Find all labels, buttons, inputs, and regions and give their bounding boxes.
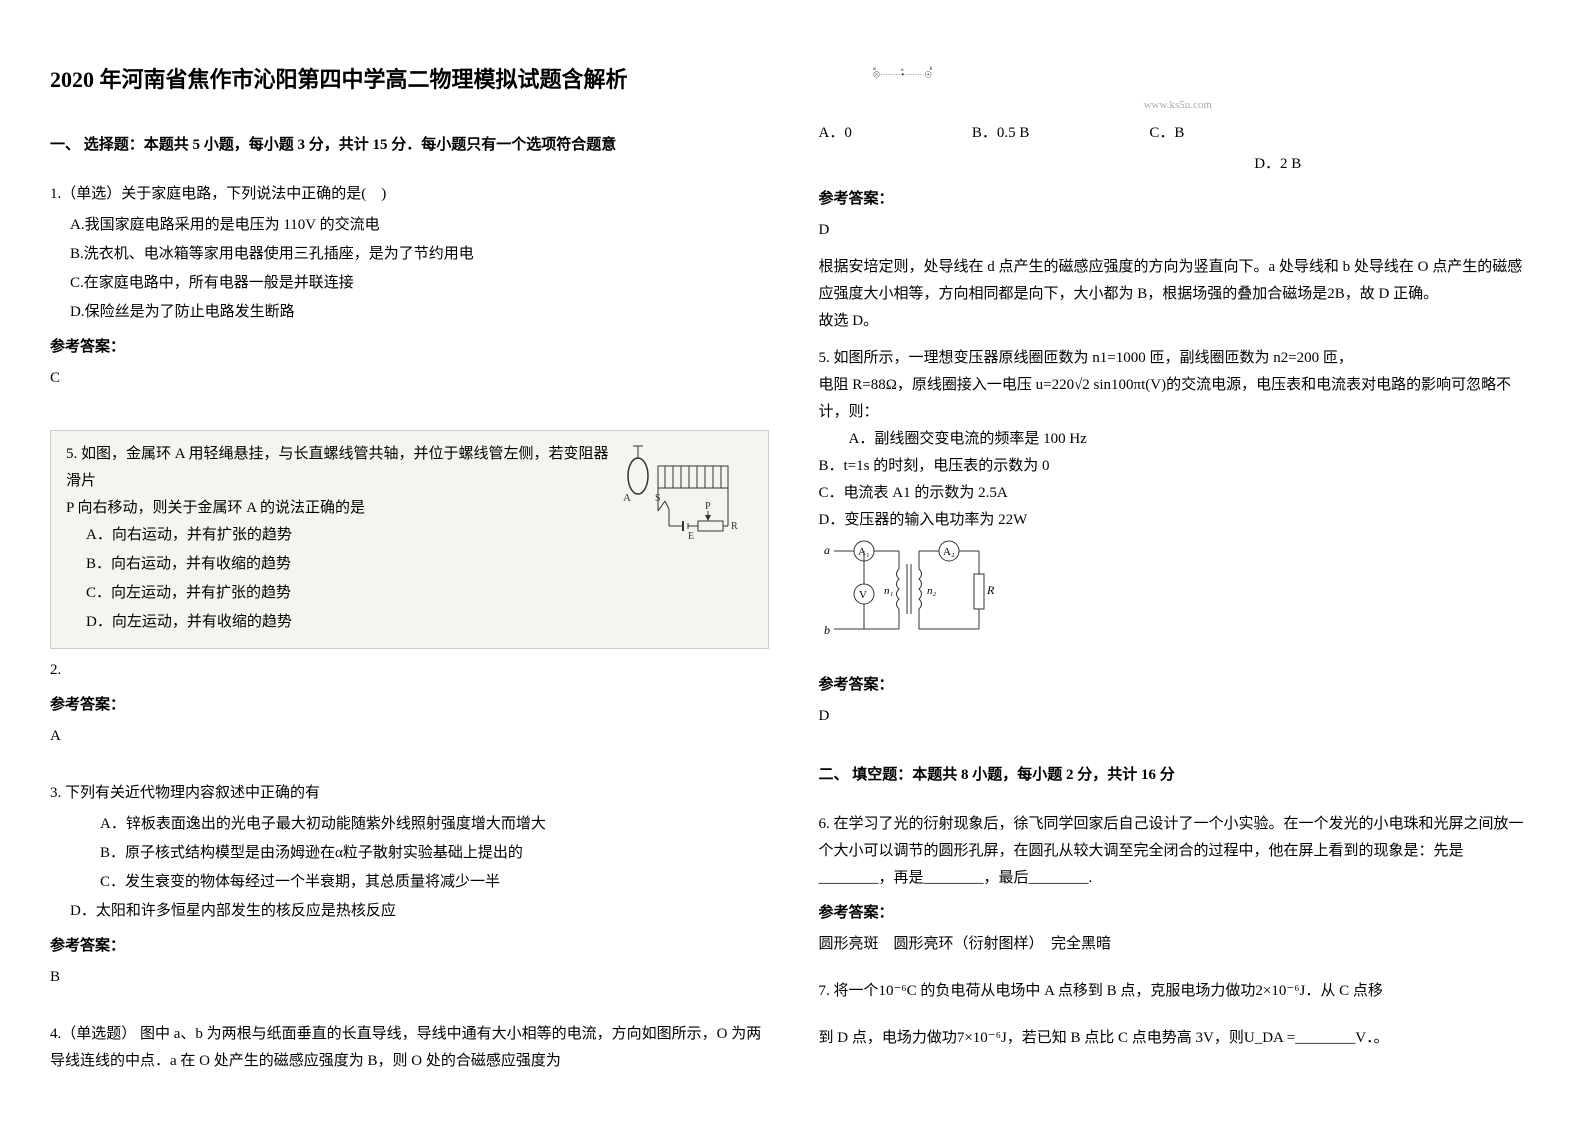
q4-diagram: a o b (819, 65, 989, 86)
q1-optD: D.保险丝是为了防止电路发生断路 (70, 299, 769, 326)
left-column: 2020 年河南省焦作市沁阳第四中学高二物理模拟试题含解析 一、 选择题：本题共… (50, 60, 769, 1062)
q1-optB: B.洗衣机、电冰箱等家用电器使用三孔插座，是为了节约用电 (70, 241, 769, 268)
q5-optD: D．变压器的输入电功率为 22W (819, 507, 1538, 534)
question-3: 3. 下列有关近代物理内容叙述中正确的有 A．锌板表面逸出的光电子最大初动能随紫… (50, 780, 769, 1001)
q2-num: 2. (50, 662, 61, 678)
q3-stem: 3. 下列有关近代物理内容叙述中正确的有 (50, 780, 769, 807)
q1-answer: C (50, 365, 769, 392)
svg-text:o: o (901, 67, 904, 73)
q1-optC: C.在家庭电路中，所有电器一般是并联连接 (70, 270, 769, 297)
svg-text:R: R (986, 583, 995, 597)
q4-answer: D (819, 217, 1538, 244)
q5-optC: C．电流表 A1 的示数为 2.5A (819, 480, 1538, 507)
q5-stem2: 电阻 R=88Ω，原线圈接入一电压 u=220√2 sin100πt(V)的交流… (819, 372, 1538, 426)
q2-optA: A．向右运动，并有扩张的趋势 (86, 522, 613, 549)
q2-answer: A (50, 723, 769, 750)
q2-optC: C．向左运动，并有扩张的趋势 (86, 580, 613, 607)
q4-optA: A．0 (819, 120, 852, 147)
svg-text:E: E (688, 531, 694, 541)
q3-answer: B (50, 964, 769, 991)
section1-header: 一、 选择题：本题共 5 小题，每小题 3 分，共计 15 分．每小题只有一个选… (50, 132, 769, 159)
q4-stem: 4.（单选题） 图中 a、b 为两根与纸面垂直的长直导线，导线中通有大小相等的电… (50, 1021, 769, 1075)
svg-text:A: A (623, 492, 631, 504)
q4-explain1: 根据安培定则，处导线在 d 点产生的磁感应强度的方向为竖直向下。a 处导线和 b… (819, 254, 1538, 308)
q3-optB: B．原子核式结构模型是由汤姆逊在α粒子散射实验基础上提出的 (70, 840, 769, 867)
q5-stem1: 5. 如图所示，一理想变压器原线圈匝数为 n1=1000 匝，副线圈匝数为 n2… (819, 345, 1538, 372)
question-6: 6. 在学习了光的衍射现象后，徐飞同学回家后自己设计了一个小实验。在一个发光的小… (819, 811, 1538, 958)
q2-circuit-diagram: A S (613, 441, 753, 541)
svg-text:V: V (859, 589, 867, 601)
q3-optD: D．太阳和许多恒星内部发生的核反应是热核反应 (70, 898, 769, 925)
q3-optC: C．发生衰变的物体每经过一个半衰期，其总质量将减少一半 (70, 869, 769, 896)
q4-answer-label: 参考答案： (819, 186, 1538, 213)
q2-stem1: 5. 如图，金属环 A 用轻绳悬挂，与长直螺线管共轴，并位于螺线管左侧，若变阻器… (66, 441, 613, 495)
q3-answer-label: 参考答案： (50, 933, 769, 960)
watermark: www.ks5u.com (819, 96, 1538, 116)
q2-optD: D．向左运动，并有收缩的趋势 (86, 609, 613, 636)
svg-text:n₁: n₁ (884, 585, 894, 597)
question-2: 5. 如图，金属环 A 用轻绳悬挂，与长直螺线管共轴，并位于螺线管左侧，若变阻器… (50, 422, 769, 760)
document-title: 2020 年河南省焦作市沁阳第四中学高二物理模拟试题含解析 (50, 60, 769, 100)
svg-text:n₂: n₂ (927, 585, 937, 597)
right-column: a o b www.ks5u.com A．0 B．0.5 B C．B D．2 B… (819, 60, 1538, 1062)
q5-answer-label: 参考答案： (819, 672, 1538, 699)
svg-text:A₂: A₂ (943, 546, 955, 558)
q1-optA: A.我国家庭电路采用的是电压为 110V 的交流电 (70, 212, 769, 239)
q5-optB: B．t=1s 的时刻，电压表的示数为 0 (819, 453, 1538, 480)
q5-transformer-diagram: a A₁ A₂ R n₁ n₂ b (819, 539, 999, 649)
q6-answer-label: 参考答案： (819, 900, 1538, 927)
q4-optD: D．2 B (1019, 151, 1538, 178)
q2-optB: B．向右运动，并有收缩的趋势 (86, 551, 613, 578)
q5-optA: A．副线圈交变电流的频率是 100 Hz (849, 426, 1538, 453)
question-7: 7. 将一个10⁻⁶C 的负电荷从电场中 A 点移到 B 点，克服电场力做功2×… (819, 978, 1538, 1052)
q7-stem1: 7. 将一个10⁻⁶C 的负电荷从电场中 A 点移到 B 点，克服电场力做功2×… (819, 978, 1538, 1005)
q3-optA: A．锌板表面逸出的光电子最大初动能随紫外线照射强度增大而增大 (70, 811, 769, 838)
q2-box: 5. 如图，金属环 A 用轻绳悬挂，与长直螺线管共轴，并位于螺线管左侧，若变阻器… (50, 430, 769, 649)
q1-stem: 1.（单选）关于家庭电路，下列说法中正确的是( ) (50, 181, 769, 208)
q7-stem2: 到 D 点，电场力做功7×10⁻⁶J，若已知 B 点比 C 点电势高 3V，则U… (819, 1025, 1538, 1052)
svg-text:a: a (824, 543, 830, 557)
q4-options-row1: A．0 B．0.5 B C．B (819, 120, 1538, 147)
q2-stem2: P 向右移动，则关于金属环 A 的说法正确的是 (66, 495, 613, 522)
question-1: 1.（单选）关于家庭电路，下列说法中正确的是( ) A.我国家庭电路采用的是电压… (50, 181, 769, 402)
q6-stem: 6. 在学习了光的衍射现象后，徐飞同学回家后自己设计了一个小实验。在一个发光的小… (819, 811, 1538, 892)
q4-optB: B．0.5 B (972, 120, 1030, 147)
q4-explain2: 故选 D。 (819, 308, 1538, 335)
svg-text:a: a (873, 66, 876, 72)
question-5: 5. 如图所示，一理想变压器原线圈匝数为 n1=1000 匝，副线圈匝数为 n2… (819, 345, 1538, 740)
q6-answer: 圆形亮斑 圆形亮环（衍射图样） 完全黑暗 (819, 931, 1538, 958)
svg-text:b: b (929, 66, 932, 72)
q1-answer-label: 参考答案： (50, 334, 769, 361)
q5-answer: D (819, 703, 1538, 730)
q2-answer-label: 参考答案： (50, 692, 769, 719)
question-4-stem: 4.（单选题） 图中 a、b 为两根与纸面垂直的长直导线，导线中通有大小相等的电… (50, 1021, 769, 1079)
svg-text:P: P (705, 501, 711, 512)
section2-header: 二、 填空题：本题共 8 小题，每小题 2 分，共计 16 分 (819, 762, 1538, 789)
q4-optC: C．B (1149, 120, 1184, 147)
svg-text:R: R (731, 521, 738, 532)
svg-text:b: b (824, 623, 830, 637)
